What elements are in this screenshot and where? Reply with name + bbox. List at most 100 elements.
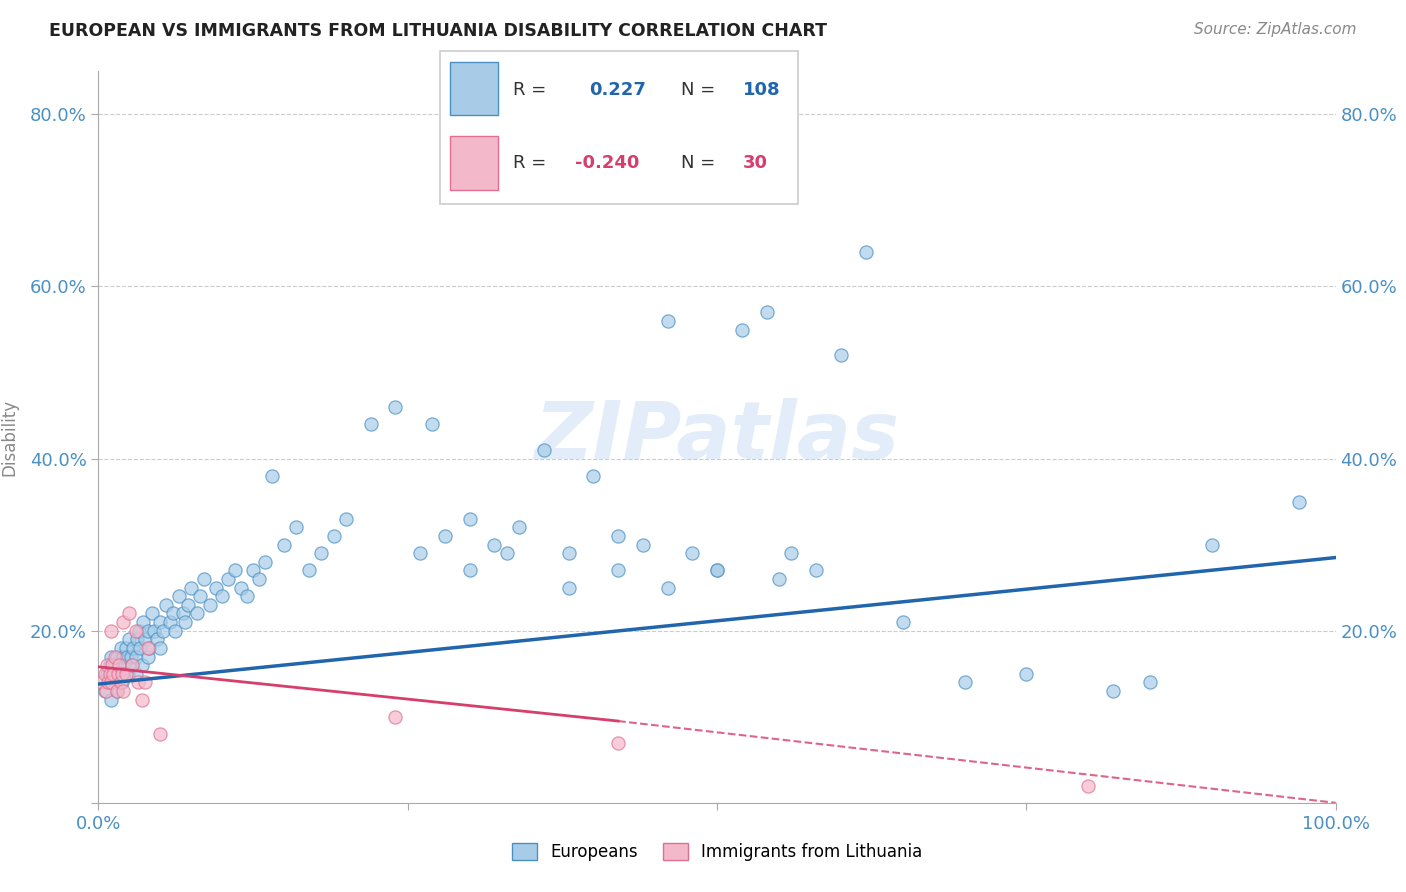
Point xyxy=(1288,494,1310,508)
Point xyxy=(508,520,530,534)
Point xyxy=(159,615,181,629)
Point xyxy=(111,675,134,690)
Point xyxy=(198,598,221,612)
Point xyxy=(105,684,128,698)
Point xyxy=(1201,538,1223,552)
Text: -0.240: -0.240 xyxy=(575,154,640,172)
Point xyxy=(458,564,481,578)
Point xyxy=(360,417,382,432)
Point xyxy=(1015,666,1038,681)
Point xyxy=(607,564,630,578)
Point xyxy=(100,666,122,681)
Point xyxy=(100,649,122,664)
Point xyxy=(105,649,128,664)
Point xyxy=(167,589,190,603)
Point xyxy=(224,564,246,578)
Point xyxy=(128,624,150,638)
Point xyxy=(433,529,456,543)
Point xyxy=(100,675,122,690)
Point xyxy=(98,666,121,681)
Point xyxy=(97,675,120,690)
Point xyxy=(125,632,148,647)
Point xyxy=(953,675,976,690)
Point xyxy=(103,675,125,690)
Point xyxy=(121,658,143,673)
Point xyxy=(103,658,125,673)
Text: 0.227: 0.227 xyxy=(589,80,647,99)
Point xyxy=(309,546,332,560)
Point xyxy=(731,322,754,336)
FancyBboxPatch shape xyxy=(450,62,498,114)
Point xyxy=(285,520,308,534)
Point xyxy=(804,564,827,578)
Point xyxy=(607,529,630,543)
Point xyxy=(260,468,283,483)
Point xyxy=(582,468,605,483)
Point xyxy=(755,305,778,319)
Point xyxy=(657,314,679,328)
Point xyxy=(149,615,172,629)
Point xyxy=(136,649,159,664)
Point xyxy=(108,658,131,673)
Point xyxy=(1077,779,1099,793)
Point xyxy=(229,581,252,595)
Point xyxy=(830,348,852,362)
Point xyxy=(254,555,277,569)
Point xyxy=(118,632,141,647)
Point xyxy=(114,666,136,681)
Point xyxy=(100,692,122,706)
Point xyxy=(205,581,228,595)
Point xyxy=(409,546,432,560)
Point xyxy=(120,649,142,664)
Point xyxy=(155,598,177,612)
Text: Source: ZipAtlas.com: Source: ZipAtlas.com xyxy=(1194,22,1357,37)
Point xyxy=(112,649,135,664)
Point xyxy=(107,666,129,681)
Legend: Europeans, Immigrants from Lithuania: Europeans, Immigrants from Lithuania xyxy=(505,836,929,868)
Point xyxy=(176,598,198,612)
Point xyxy=(186,607,208,621)
Point xyxy=(217,572,239,586)
Point xyxy=(98,658,121,673)
Point xyxy=(607,735,630,749)
Point xyxy=(174,615,197,629)
Point xyxy=(706,564,728,578)
Point xyxy=(124,666,146,681)
Point xyxy=(131,692,153,706)
Point xyxy=(298,564,321,578)
Point xyxy=(236,589,259,603)
Point xyxy=(124,624,146,638)
Point xyxy=(112,684,135,698)
Point xyxy=(96,666,118,681)
Point xyxy=(105,684,128,698)
Point xyxy=(129,640,152,655)
Point xyxy=(891,615,914,629)
Point xyxy=(1102,684,1125,698)
Point xyxy=(768,572,790,586)
Point xyxy=(322,529,344,543)
Point xyxy=(121,658,143,673)
Point xyxy=(110,640,132,655)
Point xyxy=(706,564,728,578)
Point xyxy=(91,675,114,690)
Point xyxy=(112,615,135,629)
Point xyxy=(384,400,406,414)
Point xyxy=(94,684,117,698)
Point xyxy=(172,607,194,621)
Point xyxy=(149,727,172,741)
Point xyxy=(681,546,703,560)
Point xyxy=(136,640,159,655)
Point xyxy=(631,538,654,552)
Point xyxy=(122,640,145,655)
Point xyxy=(533,442,555,457)
Point xyxy=(136,624,159,638)
Text: N =: N = xyxy=(681,80,716,99)
Point xyxy=(242,564,264,578)
Point xyxy=(557,581,579,595)
Point xyxy=(162,607,184,621)
Point xyxy=(100,624,122,638)
Point xyxy=(104,666,127,681)
Point xyxy=(273,538,295,552)
Point xyxy=(855,245,877,260)
FancyBboxPatch shape xyxy=(450,136,498,189)
